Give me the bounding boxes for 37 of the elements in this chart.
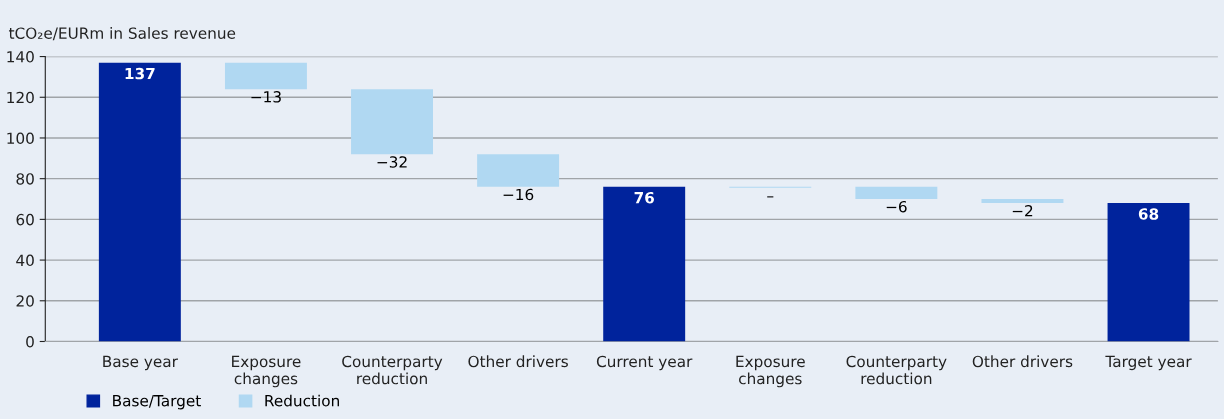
y-tick-label: 20 — [16, 295, 34, 307]
x-tick-label: Current year — [596, 355, 693, 371]
data-label: −2 — [1012, 204, 1033, 217]
y-tick-label: 0 — [26, 335, 34, 348]
data-label: – — [767, 196, 774, 198]
bar — [477, 154, 560, 187]
bar — [855, 186, 938, 200]
legend-label: Base/Target — [113, 395, 201, 410]
bar — [351, 89, 433, 155]
x-tick-label: Counterparty reduction — [846, 355, 947, 385]
y-tick-label: 80 — [16, 173, 34, 185]
data-label: −6 — [886, 200, 907, 213]
y-tick-label: 40 — [16, 254, 34, 267]
bar — [603, 186, 686, 342]
x-tick-label: Other drivers — [468, 355, 568, 368]
data-label: −16 — [503, 188, 534, 201]
y-axis-title: tCO₂e/EURm in Sales revenue — [8, 27, 236, 41]
x-tick-label: Other drivers — [972, 355, 1073, 368]
data-label: −13 — [251, 91, 281, 103]
bar — [1107, 203, 1190, 342]
data-label: 76 — [634, 191, 654, 204]
y-tick-label: 100 — [7, 132, 34, 144]
x-tick-label: Target year — [1105, 355, 1192, 371]
y-tick-label: 140 — [7, 51, 34, 63]
y-tick-label: 60 — [16, 213, 34, 226]
x-tick-label: Exposure changes — [736, 355, 805, 388]
x-tick-label: Base year — [103, 355, 178, 371]
data-label: 137 — [125, 67, 155, 80]
x-tick-label: Counterparty reduction — [342, 355, 443, 385]
y-tick-label: 120 — [7, 91, 34, 104]
bar — [981, 199, 1064, 204]
x-tick-label: Exposure changes — [232, 355, 301, 388]
data-label: 68 — [1138, 208, 1159, 220]
legend-label: Reduction — [265, 394, 339, 407]
bar — [224, 62, 307, 90]
data-label: −32 — [377, 156, 407, 168]
bar — [98, 62, 181, 342]
